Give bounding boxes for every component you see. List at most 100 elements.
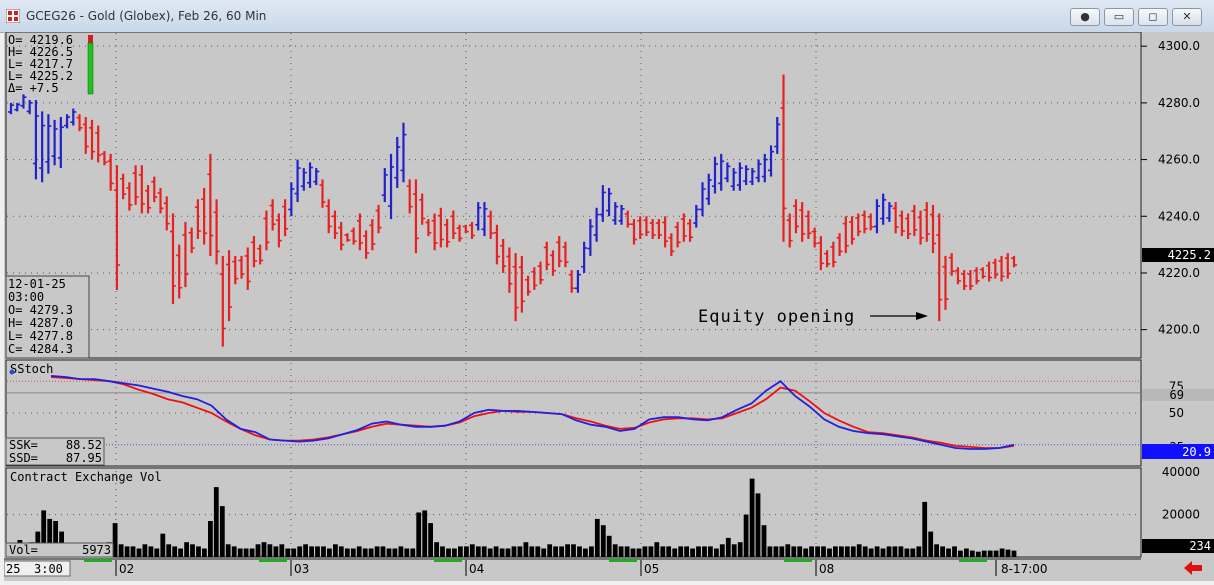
price-bar	[132, 165, 139, 205]
maximize-button[interactable]: ◻	[1138, 8, 1168, 26]
price-bar	[394, 136, 401, 188]
price-bar	[39, 111, 46, 183]
price-bar	[805, 210, 812, 239]
volume-bar	[416, 512, 422, 557]
price-bar	[574, 270, 581, 293]
price-bar	[344, 233, 351, 242]
axis-column	[1142, 32, 1214, 561]
volume-bar	[321, 546, 326, 557]
minimize-button[interactable]: ▭	[1104, 8, 1134, 26]
volume-bar	[124, 546, 130, 557]
volume-bar	[803, 548, 809, 557]
price-bar	[475, 202, 482, 231]
price-bar	[954, 267, 961, 285]
price-bar	[1004, 253, 1011, 279]
volume-bar	[362, 548, 368, 557]
volume-bar	[529, 546, 535, 557]
volume-bar	[696, 546, 701, 557]
volume-bar	[737, 542, 743, 557]
volume-bar	[672, 548, 678, 557]
volume-bar	[618, 546, 624, 557]
price-bar	[500, 238, 507, 273]
price-bar	[14, 102, 21, 112]
volume-bar	[636, 548, 642, 557]
volume-bar	[428, 523, 433, 557]
volume-bar	[487, 548, 493, 557]
price-bar	[356, 213, 363, 251]
price-bar	[842, 216, 849, 254]
price-tick-label: 4300.0	[1158, 39, 1200, 53]
price-bar	[599, 185, 606, 222]
volume-bar	[856, 544, 862, 557]
volume-bar	[458, 546, 463, 557]
stoch-level-box	[1142, 389, 1214, 401]
volume-bar	[952, 546, 957, 557]
time-axis	[4, 559, 1214, 581]
price-bar	[936, 213, 943, 322]
price-bar	[244, 247, 251, 290]
price-bar	[662, 216, 669, 248]
volume-bar	[190, 544, 195, 557]
bar-info-box: 12-01-25 03:00 O= 4279.3 H= 4287.0 L= 42…	[5, 275, 90, 359]
price-bar	[612, 202, 619, 225]
price-bar	[57, 117, 64, 169]
price-bar	[979, 267, 986, 279]
current-price-label: 4225.2	[1168, 248, 1211, 262]
volume-bar	[690, 548, 695, 557]
price-bar	[873, 199, 880, 234]
close-button[interactable]: ✕	[1172, 8, 1202, 26]
volume-bar	[178, 548, 183, 557]
price-bar	[718, 153, 725, 191]
ssd-label: SSD=	[9, 451, 38, 465]
quote-range-bar	[87, 42, 94, 95]
link-button[interactable]: ●	[1070, 8, 1100, 26]
volume-bar	[797, 546, 803, 557]
price-bar	[898, 210, 905, 237]
volume-bar	[112, 523, 118, 557]
volume-bar	[731, 544, 737, 557]
price-bar	[830, 241, 837, 268]
volume-panel[interactable]	[5, 467, 1142, 558]
price-bar	[705, 173, 712, 205]
price-bar	[562, 241, 569, 268]
price-bar	[120, 173, 127, 200]
volume-bar	[642, 546, 648, 557]
price-bar	[269, 199, 276, 231]
volume-bar	[523, 542, 529, 557]
volume-bar	[1005, 549, 1011, 557]
volume-bar	[255, 544, 261, 557]
volume-bar	[53, 521, 58, 557]
price-panel[interactable]	[5, 31, 1142, 359]
price-bar	[774, 117, 781, 154]
price-bar	[512, 253, 519, 322]
scroll-left-arrow-icon[interactable]	[1184, 561, 1202, 575]
current-price-box	[1142, 248, 1214, 262]
volume-bar	[374, 546, 380, 557]
volume-bar	[481, 546, 487, 557]
volume-bar	[279, 544, 285, 557]
quote-open: O= 4219.6	[8, 33, 73, 47]
volume-bar	[892, 546, 898, 557]
stoch-settings-dot-icon[interactable]	[9, 369, 15, 375]
volume-bar	[755, 493, 761, 557]
volume-bar	[708, 546, 713, 557]
volume-bar	[719, 544, 725, 557]
volume-bars	[5, 478, 1017, 557]
volume-bar	[315, 546, 320, 557]
volume-bar	[922, 501, 928, 557]
price-bar	[967, 270, 974, 290]
price-bar	[282, 199, 289, 237]
volume-bar	[916, 546, 922, 557]
stoch-panel[interactable]	[5, 359, 1142, 467]
price-bar	[456, 224, 463, 242]
volume-bar	[392, 548, 398, 557]
price-bar	[163, 196, 170, 231]
price-bar	[923, 202, 930, 242]
price-bar	[531, 267, 538, 290]
volume-bar	[987, 550, 993, 557]
vol-value: 5973	[82, 543, 111, 557]
price-bar	[986, 261, 993, 282]
volume-bar	[344, 548, 350, 557]
vol-tick-label: 40000	[1162, 465, 1200, 479]
price-bar	[630, 219, 637, 245]
